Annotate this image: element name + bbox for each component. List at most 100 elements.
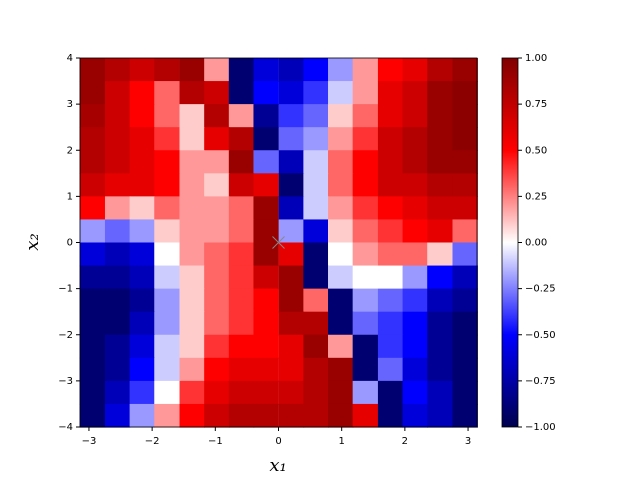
heatmap-cell	[228, 403, 255, 428]
colorbar	[501, 57, 519, 428]
heatmap-cell	[427, 242, 453, 267]
heatmap-cell	[452, 150, 478, 174]
heatmap-cell	[352, 380, 379, 405]
heatmap-cell	[452, 173, 478, 197]
heatmap-cell	[377, 334, 404, 359]
colorbar-tick-label: 0.75	[525, 99, 547, 110]
colorbar-tick-label: −0.50	[525, 330, 556, 341]
heatmap-cell	[452, 311, 478, 336]
heatmap-cell	[377, 104, 404, 128]
heatmap-cell	[228, 219, 255, 244]
heatmap-cell	[154, 380, 180, 405]
heatmap-cell	[402, 58, 428, 82]
heatmap-cell	[352, 104, 379, 128]
heatmap-cell	[79, 81, 106, 105]
heatmap-cell	[328, 357, 354, 382]
heatmap-cell	[154, 334, 180, 359]
heatmap-cell	[79, 173, 106, 197]
heatmap-cell	[204, 334, 230, 359]
heatmap-cell	[204, 58, 230, 82]
heatmap-cell	[377, 81, 404, 105]
heatmap-cell	[427, 219, 453, 244]
heatmap-cell	[452, 104, 478, 128]
heatmap-cell	[402, 403, 428, 428]
heatmap-cell	[377, 311, 404, 336]
heatmap-cell	[104, 58, 131, 82]
heatmap-cell	[179, 219, 205, 244]
heatmap-cell	[253, 173, 279, 197]
heatmap-cell	[228, 150, 255, 174]
heatmap-cell	[328, 403, 354, 428]
heatmap-cell	[303, 173, 329, 197]
heatmap-cell	[303, 196, 329, 221]
heatmap-cell	[129, 242, 156, 267]
y-tick-label: 2	[67, 145, 73, 156]
heatmap-cell	[129, 150, 156, 174]
heatmap-cell	[204, 219, 230, 244]
heatmap-cell	[104, 334, 131, 359]
heatmap-cell	[402, 173, 428, 197]
heatmap-cell	[79, 127, 106, 151]
heatmap-cell	[129, 173, 156, 197]
heatmap-cell	[179, 311, 205, 336]
heatmap-cell	[303, 357, 329, 382]
heatmap-cell	[352, 357, 379, 382]
heatmap-cell	[253, 127, 279, 151]
heatmap-cell	[253, 334, 279, 359]
heatmap-cell	[129, 127, 156, 151]
heatmap-cell	[303, 288, 329, 313]
heatmap-cell	[154, 242, 180, 267]
heatmap-cell	[79, 219, 106, 244]
heatmap-cell	[377, 58, 404, 82]
heatmap-cell	[278, 311, 305, 336]
heatmap-cell	[278, 334, 305, 359]
heatmap-cell	[278, 219, 305, 244]
heatmap-cell	[402, 104, 428, 128]
heatmap-cell	[452, 265, 478, 290]
heatmap-cell	[427, 334, 453, 359]
heatmap-cell	[427, 173, 453, 197]
heatmap-cell	[328, 219, 354, 244]
heatmap-cell	[204, 403, 230, 428]
heatmap-cell	[352, 196, 379, 221]
heatmap-cell	[452, 219, 478, 244]
heatmap-cell	[303, 334, 329, 359]
heatmap-cell	[79, 150, 106, 174]
heatmap-cell	[328, 58, 354, 82]
heatmap-cell	[79, 58, 106, 82]
heatmap-cell	[303, 81, 329, 105]
heatmap-cell	[204, 81, 230, 105]
heatmap-cell	[427, 380, 453, 405]
heatmap-cell	[303, 403, 329, 428]
heatmap-cell	[328, 127, 354, 151]
x-axis-label: x₁	[269, 455, 286, 476]
heatmap-cell	[129, 265, 156, 290]
heatmap-cell	[278, 380, 305, 405]
heatmap-cell	[253, 265, 279, 290]
heatmap-cell	[377, 173, 404, 197]
heatmap-cell	[402, 380, 428, 405]
heatmap-cell	[79, 403, 106, 428]
heatmap-cell	[154, 173, 180, 197]
heatmap-cell	[278, 173, 305, 197]
heatmap-cell	[253, 150, 279, 174]
heatmap-cell	[179, 104, 205, 128]
heatmap-cell	[377, 265, 404, 290]
heatmap-cell	[452, 288, 478, 313]
heatmap	[79, 58, 478, 428]
heatmap-cell	[179, 58, 205, 82]
heatmap-cell	[104, 380, 131, 405]
colorbar-tick-label: 0.50	[525, 145, 547, 156]
heatmap-cell	[179, 173, 205, 197]
y-tick-label: −2	[58, 330, 73, 341]
heatmap-cell	[303, 265, 329, 290]
y-axis-label: x₂	[22, 233, 43, 250]
heatmap-cell	[328, 288, 354, 313]
y-tick-label: 4	[67, 53, 73, 64]
heatmap-cell	[352, 403, 379, 428]
heatmap-cell	[352, 265, 379, 290]
heatmap-cell	[154, 403, 180, 428]
heatmap-cell	[352, 150, 379, 174]
y-tick-label: −1	[58, 284, 73, 295]
heatmap-cell	[328, 242, 354, 267]
